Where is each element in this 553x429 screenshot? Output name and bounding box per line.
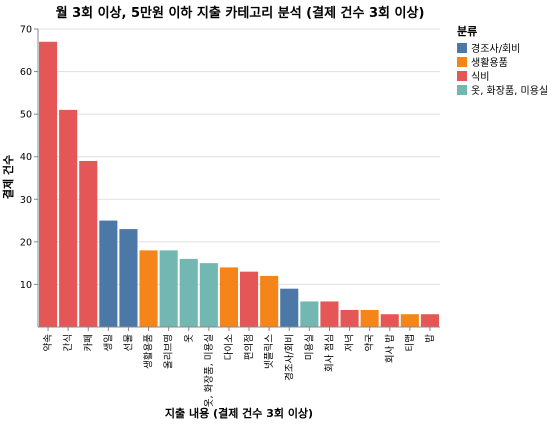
bar [199, 263, 218, 327]
bar [219, 267, 238, 327]
x-tick-label: 옷, 화장품, 미용실 [204, 334, 215, 407]
x-tick-label: 회사 점심 [323, 334, 335, 372]
bar [340, 309, 359, 327]
x-tick-label: 다이소 [224, 334, 235, 360]
bar [380, 314, 399, 327]
y-tick-label: 40 [20, 152, 32, 163]
y-tick-label: 60 [20, 67, 32, 78]
x-tick-label: 선물 [123, 334, 134, 352]
legend-swatch [457, 85, 467, 95]
x-tick-label: 미용실 [304, 334, 315, 360]
x-tick-label: 생활용품 [143, 334, 155, 369]
bar [99, 220, 118, 327]
bar [119, 229, 138, 327]
x-tick-label: 밥 [425, 334, 436, 343]
x-tick-label: 넷플릭스 [263, 334, 275, 369]
bar [59, 109, 78, 327]
x-tick-label: 회사 밥 [385, 334, 396, 363]
x-tick-label: 올리브영 [164, 334, 175, 369]
legend-label: 경조사/회비 [471, 42, 520, 55]
x-tick-label: 티맵 [404, 334, 416, 351]
legend-swatch [457, 43, 467, 53]
bar [79, 160, 98, 327]
bar [280, 288, 299, 327]
bar [159, 250, 178, 327]
y-tick-label: 10 [20, 280, 32, 291]
legend-label: 옷, 화장품, 미용실 [471, 85, 548, 97]
x-tick-label: 약국 [364, 334, 376, 352]
x-tick-label: 생일 [103, 334, 114, 351]
chart-title: 월 3회 이상, 5만원 이하 지출 카테고리 분석 (결제 건수 3회 이상) [56, 5, 425, 21]
y-tick-label: 20 [20, 237, 32, 248]
x-tick-label: 간식 [63, 334, 74, 351]
legend-label: 생활용품 [471, 56, 508, 69]
x-tick-label: 카페 [83, 334, 94, 351]
bar [400, 314, 419, 327]
y-tick-label: 50 [20, 110, 32, 121]
legend-title: 분류 [457, 25, 477, 38]
x-tick-label: 저녁 [345, 334, 356, 351]
bar [179, 258, 198, 327]
axes: 10 20 30 40 50 60 70 약속 간식 카페 생일 선물 생활용품 올리브영 옷 옷, 화장품,… [20, 25, 440, 407]
bar [260, 275, 279, 327]
legend-label: 식비 [471, 71, 489, 83]
bar [240, 271, 259, 327]
bar [139, 250, 158, 327]
bar [39, 41, 58, 328]
x-axis-title: 지출 내용 (결제 건수 3회 이상) [165, 406, 313, 420]
bar [320, 301, 339, 327]
legend-swatch [457, 71, 467, 81]
x-tick-label: 옷 [184, 334, 195, 343]
bar [360, 309, 379, 327]
legend-swatch [457, 57, 467, 67]
gridlines [38, 28, 440, 285]
bars [39, 41, 439, 328]
bar [300, 301, 319, 327]
y-tick-label: 30 [20, 195, 32, 206]
x-tick-label: 경조사/회비 [283, 334, 295, 381]
y-axis-title: 결제 건수 [1, 155, 15, 199]
x-tick-label: 편의점 [243, 334, 255, 360]
y-tick-label: 70 [20, 25, 32, 36]
bar [420, 314, 439, 327]
x-tick-label: 약속 [42, 334, 54, 352]
